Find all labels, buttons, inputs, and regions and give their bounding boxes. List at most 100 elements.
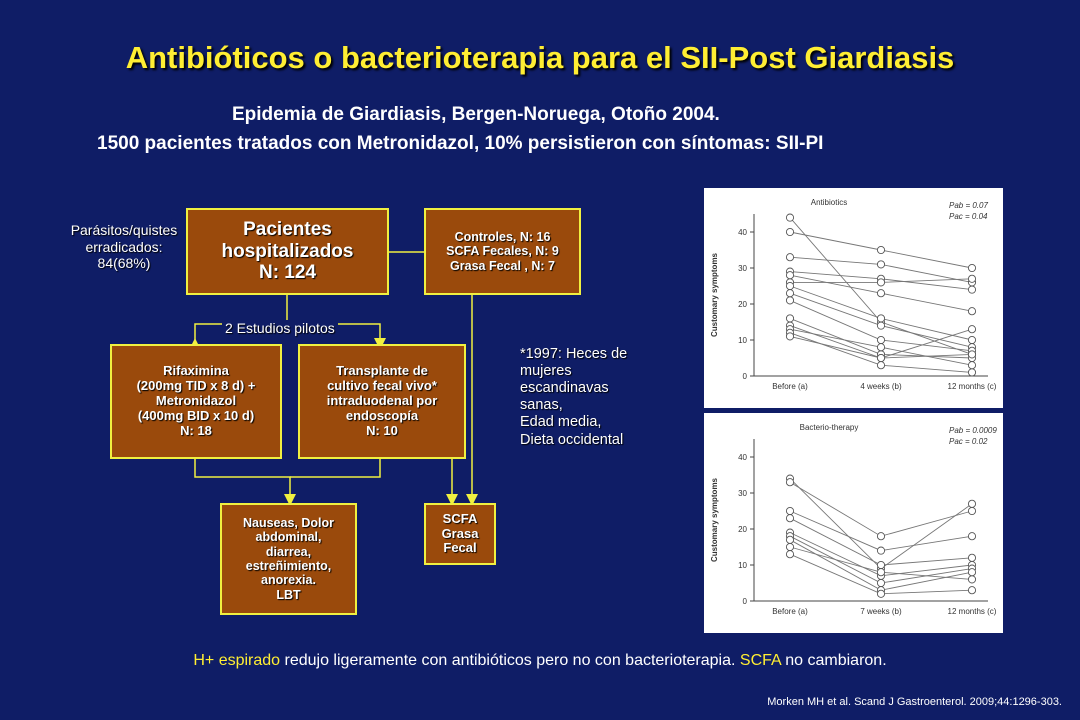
parasites-note-line: erradicados: [85,238,163,255]
parasites-note: Parásitos/quistes erradicados: 84(68%) [60,222,188,272]
data-point [785,227,795,237]
subtitle-line-2: 1500 pacientes tratados con Metronidazol… [97,133,824,154]
data-point [967,335,977,345]
series-line [789,481,973,537]
footnote-line: Dieta occidental [520,431,624,448]
data-point [785,253,795,262]
pilot-studies-label: 2 Estudios pilotos [222,320,338,337]
data-point [876,361,886,370]
data-point [785,314,795,323]
data-point [876,589,886,598]
scfa-box-line: Grasa [441,525,479,541]
controls-box: Controles, N: 16 SCFA Fecales, N: 9 Gras… [424,208,581,295]
rifaximina-box: Rifaximina (200mg TID x 8 d) + Metronida… [110,344,282,459]
transplant-box-line: cultivo fecal vivo* [327,378,437,394]
bacteriotherapy-chart: 0 10 20 30 40 Before (a) 7 weeks (b) 12 months … [710,423,997,616]
scfa-box-line: SCFA [442,510,478,526]
data-point [876,260,886,269]
parasites-note-line: Parásitos/quistes [70,222,178,238]
y-tick-label: 20 [738,300,747,309]
data-point [785,271,795,280]
y-axis-label: Customary symptoms [710,252,719,337]
outcomes-box-line: abdominal, [255,530,322,545]
series-line [789,517,973,566]
data-point [967,350,977,359]
y-axis-label: Customary symptoms [710,477,719,562]
data-point [876,335,886,345]
scfa-box-line: Fecal [443,540,477,556]
series-line [789,510,973,552]
data-point [967,553,977,562]
y-tick-label: 30 [738,489,747,498]
scfa-box: SCFA Grasa Fecal [424,503,496,565]
footer-highlight-breath: H+ espirado [193,652,281,669]
p-value-annotation: Pab = 0.0009 [949,426,997,435]
data-point [785,535,795,544]
data-point [876,560,886,570]
subtitle-line-1: Epidemia de Giardiasis, Bergen-Noruega, … [232,104,720,125]
footer-text: redujo ligeramente con antibióticos pero… [280,652,740,669]
data-point [785,478,795,487]
chart-title: Bacterio-therapy [800,423,859,432]
data-point [876,578,886,588]
footnote: *1997: Heces de mujeres escandinavas san… [520,346,627,449]
y-tick-label: 40 [738,453,747,462]
x-tick-label: 12 months (c) [948,382,997,391]
y-tick-label: 30 [738,264,747,273]
footer-note: H+ espirado redujo ligeramente con antib… [0,652,1080,670]
transplant-box-line: intraduodenal por [326,393,438,409]
transplant-box-line: Transplante de [336,363,428,379]
x-tick-label: Before (a) [772,607,808,616]
citation: Morken MH et al. Scand J Gastroenterol. … [767,696,1062,708]
data-point [876,278,886,287]
data-point [876,314,886,323]
x-tick-label: Before (a) [772,382,808,391]
data-point [967,575,977,584]
antibiotics-chart: 0 10 20 30 40 Before (a) 4 weeks (b) 12 months … [710,198,997,391]
p-value-annotation: Pac = 0.04 [949,212,988,221]
patients-box: Pacientes hospitalizados N: 124 [186,208,389,295]
data-point [876,245,886,255]
y-tick-label: 20 [738,525,747,534]
connector-rifaximina-outcomes [194,458,296,506]
patients-box-line: N: 124 [258,262,317,284]
data-point [876,353,886,363]
data-point [967,368,977,377]
data-point [785,296,795,305]
data-point [967,532,977,541]
data-point [785,281,795,291]
data-point [967,568,977,577]
bacteriotherapy-chart-panel: 0 10 20 30 40 Before (a) 7 weeks (b) 12 months … [704,413,1003,633]
data-point [876,532,886,541]
data-point [785,550,795,559]
data-point [785,514,795,523]
data-point [876,289,886,298]
data-point [967,506,977,516]
y-tick-label: 10 [738,561,747,570]
data-point [967,499,977,508]
data-point [967,263,977,273]
x-tick-label: 4 weeks (b) [860,382,902,391]
x-tick-label: 7 weeks (b) [860,607,902,616]
rifaximina-box-line: (200mg TID x 8 d) + [136,378,256,394]
outcomes-box-line: Nauseas, Dolor [242,515,334,530]
controls-box-line: Grasa Fecal , N: 7 [450,258,555,273]
footnote-line: sanas, [520,397,563,414]
y-tick-label: 0 [743,597,748,606]
y-tick-label: 0 [743,372,748,381]
outcomes-box-line: diarrea, [265,544,312,559]
outcomes-box-line: LBT [276,587,301,602]
data-point [967,285,977,294]
chart-title: Antibiotics [811,198,847,207]
transplant-box-line: N: 10 [366,422,398,438]
data-point [967,586,977,595]
x-tick-label: 12 months (c) [948,607,997,616]
data-point [785,542,795,552]
transplant-box-line: endoscopía [345,407,419,423]
data-point [876,568,886,577]
y-tick-label: 40 [738,228,747,237]
controls-box-line: SCFA Fecales, N: 9 [446,244,559,259]
antibiotics-chart-panel: 0 10 20 30 40 Before (a) 4 weeks (b) 12 months … [704,188,1003,408]
p-value-annotation: Pab = 0.07 [949,201,988,210]
rifaximina-box-line: Rifaximina [163,363,229,379]
